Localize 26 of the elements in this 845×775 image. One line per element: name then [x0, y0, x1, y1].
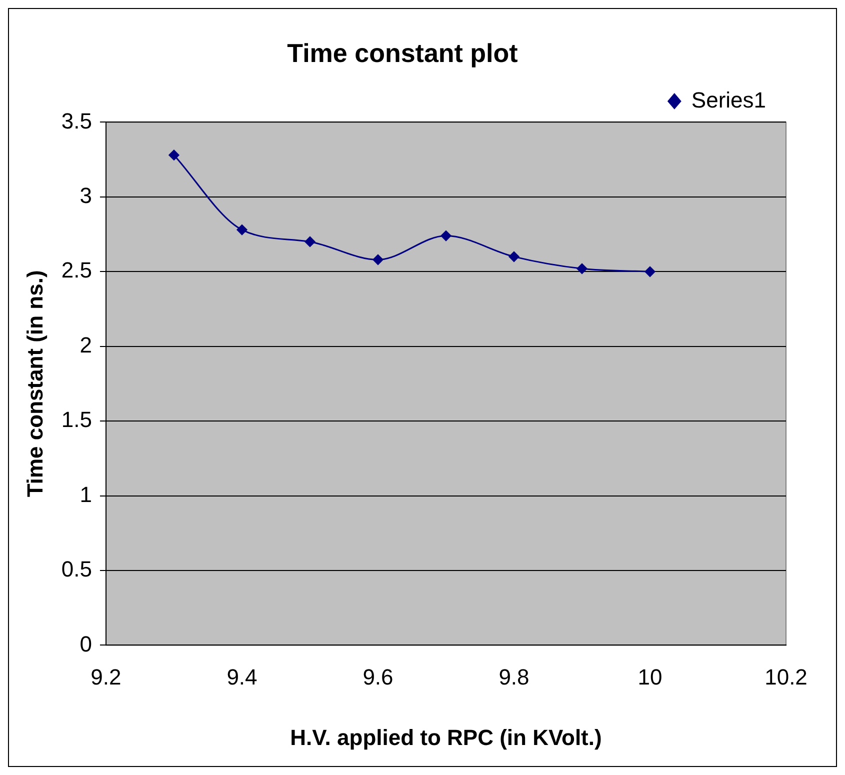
chart-title: Time constant plot [287, 38, 518, 68]
y-tick-label: 3.5 [61, 108, 92, 134]
x-tick-label: 10.2 [764, 664, 808, 690]
x-axis-title: H.V. applied to RPC (in KVolt.) [290, 724, 602, 750]
y-tick-label: 0 [80, 631, 92, 656]
point [304, 236, 316, 247]
y-tick-label: 2 [80, 332, 92, 358]
y-tick-label: 3 [80, 182, 92, 208]
y-tick-label: 1 [80, 482, 92, 507]
y-tick-label: 0.5 [61, 556, 92, 582]
x-tick-label: 9.2 [90, 664, 122, 690]
point [168, 150, 180, 160]
point [508, 251, 520, 262]
y-tick-label: 2.5 [61, 258, 92, 283]
legend-label: Series1 [691, 87, 766, 112]
point [372, 254, 384, 265]
x-tick-label: 9.8 [498, 664, 530, 690]
point [440, 230, 452, 242]
x-tick-label: 9.6 [362, 664, 394, 690]
y-tick-label: 1.5 [61, 407, 92, 432]
x-tick-label: 9.4 [226, 664, 258, 690]
y-axis-title: Time constant (in ns.) [22, 270, 48, 498]
point [236, 224, 248, 236]
point [576, 263, 588, 274]
x-tick-label: 10 [638, 664, 662, 690]
point [644, 266, 656, 277]
